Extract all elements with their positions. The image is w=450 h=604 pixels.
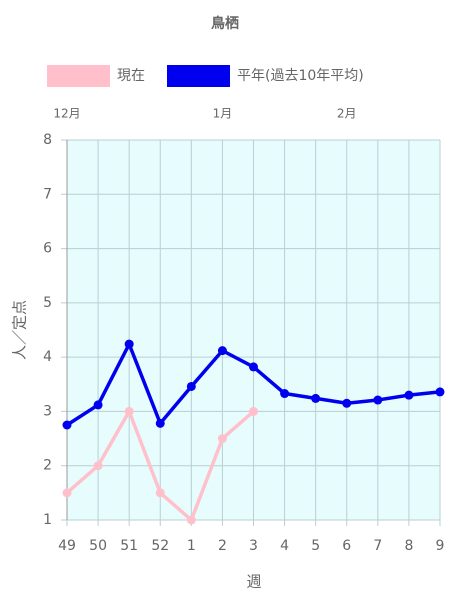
point [404, 390, 414, 400]
point [62, 488, 72, 498]
legend-label: 現在 [117, 68, 145, 84]
x-tick-label: 4 [280, 538, 289, 554]
y-axis-label: 人／定点 [11, 300, 29, 360]
x-tick-label: 3 [249, 538, 258, 554]
y-tick-label: 2 [43, 458, 52, 474]
point [155, 488, 165, 498]
x-tick-label: 2 [218, 538, 227, 554]
point [124, 339, 134, 349]
x-tick-label: 8 [404, 538, 413, 554]
point [186, 515, 196, 525]
y-tick-label: 3 [43, 403, 52, 419]
y-tick-label: 1 [43, 512, 52, 528]
point [62, 420, 72, 430]
x-tick-label: 9 [436, 538, 445, 554]
legend-swatch [47, 65, 110, 87]
point [186, 381, 196, 391]
legend-swatch [167, 65, 230, 87]
x-tick-label: 5 [311, 538, 320, 554]
point [249, 406, 258, 416]
point [217, 346, 227, 356]
point [311, 393, 321, 403]
point [217, 434, 227, 444]
legend-label: 平年(過去10年平均) [237, 68, 364, 84]
x-tick-label: 49 [58, 538, 76, 554]
y-tick-label: 6 [43, 241, 52, 257]
y-tick-label: 8 [43, 132, 52, 148]
point [342, 398, 352, 408]
x-tick-label: 51 [120, 538, 138, 554]
y-tick-label: 4 [43, 349, 52, 365]
point [435, 387, 445, 397]
month-label: 1月 [213, 107, 233, 121]
x-tick-label: 7 [373, 538, 382, 554]
x-axis-label: 週 [246, 573, 261, 591]
point [280, 389, 290, 399]
x-tick-label: 50 [89, 538, 107, 554]
chart-title: 鳥栖 [211, 15, 239, 32]
point [124, 406, 134, 416]
y-tick-label: 5 [43, 295, 52, 311]
x-tick-label: 52 [151, 538, 169, 554]
x-tick-label: 6 [342, 538, 351, 554]
month-label: 2月 [337, 107, 357, 121]
point [249, 362, 258, 372]
point [155, 418, 165, 428]
x-tick-label: 1 [187, 538, 196, 554]
point [373, 395, 383, 405]
month-label: 12月 [53, 107, 80, 121]
point [93, 461, 103, 471]
point [93, 400, 103, 410]
y-tick-label: 7 [43, 186, 52, 202]
